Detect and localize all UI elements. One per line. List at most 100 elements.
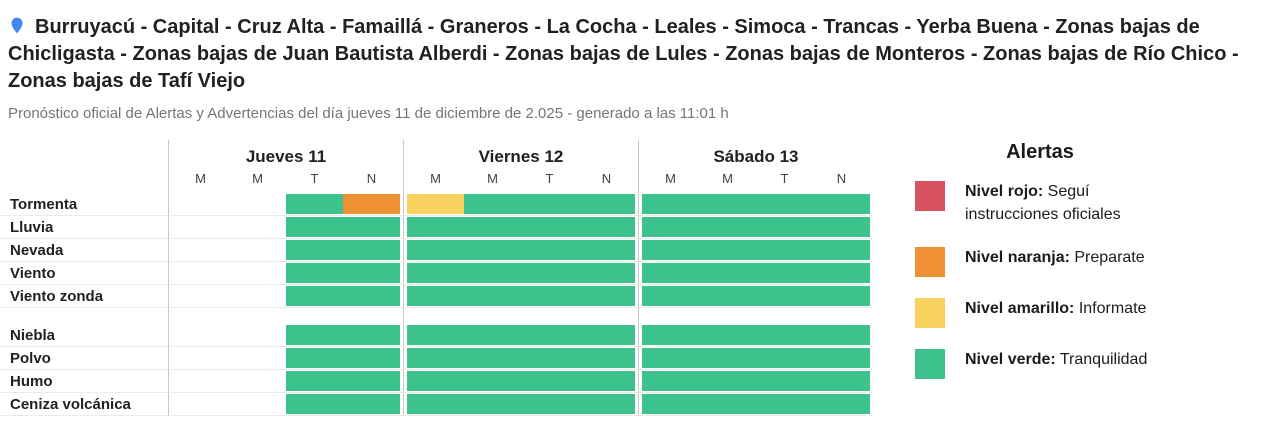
day-cells [403,262,638,285]
cell-verde [578,286,635,306]
row-label: Ceniza volcánica [0,393,168,416]
cell-empty [172,371,229,391]
legend-item-desc: Seguí instrucciones oficiales [965,183,1121,223]
cell-verde [756,371,813,391]
day-cells [638,262,873,285]
table-row: Polvo [0,347,873,370]
slot-label: T [310,171,319,186]
cell-empty [229,371,286,391]
cell-empty [172,240,229,260]
cell-verde [286,217,343,237]
cell-verde [343,263,400,283]
spacer-day [638,308,873,324]
day-cells [638,239,873,262]
cell-verde [813,348,870,368]
cell-verde [642,286,699,306]
cell-verde [521,263,578,283]
cell-verde [813,217,870,237]
alerts-legend: Alertas Nivel rojo: Seguí instrucciones … [915,140,1185,399]
legend-item-label: Nivel naranja: [965,249,1070,266]
day-cells [638,393,873,416]
cell-verde [642,348,699,368]
cell-verde [642,263,699,283]
cell-verde [578,217,635,237]
cell-empty [172,325,229,345]
cell-verde [578,325,635,345]
cell-verde [521,286,578,306]
day-cells [403,285,638,308]
cell-verde [343,217,400,237]
spacer-day [168,308,403,324]
cell-verde [813,394,870,414]
cell-verde [407,394,464,414]
cell-verde [578,240,635,260]
row-label: Nevada [0,239,168,262]
cell-verde [699,394,756,414]
cell-verde [756,348,813,368]
grid-corner [0,140,168,193]
day-cells [403,393,638,416]
row-label: Niebla [0,324,168,347]
cell-verde [756,325,813,345]
cell-empty [172,194,229,214]
cell-verde [813,325,870,345]
cell-verde [343,325,400,345]
cell-verde [464,394,521,414]
table-row: Humo [0,370,873,393]
row-label: Viento zonda [0,285,168,308]
day-cells [168,193,403,216]
table-row: Viento zonda [0,285,873,308]
cell-naranja [343,194,400,214]
cell-verde [464,286,521,306]
day-cells [168,285,403,308]
cell-empty [172,263,229,283]
cell-verde [343,371,400,391]
cell-empty [172,286,229,306]
row-label: Humo [0,370,168,393]
legend-item: Nivel verde: Tranquilidad [915,348,1185,379]
cell-verde [407,263,464,283]
cell-verde [642,394,699,414]
legend-item: Nivel naranja: Preparate [915,246,1185,277]
day-cells [638,216,873,239]
day-title: Sábado 13 [713,147,799,166]
cell-verde [642,371,699,391]
cell-empty [229,217,286,237]
cell-verde [286,240,343,260]
row-label: Lluvia [0,216,168,239]
cell-verde [343,394,400,414]
cell-verde [813,286,870,306]
cell-verde [699,286,756,306]
slot-label: M [430,171,441,186]
row-label: Tormenta [0,193,168,216]
legend-item-desc: Informate [1074,300,1147,317]
day-cells [638,324,873,347]
cell-verde [464,325,521,345]
cell-verde [343,348,400,368]
legend-item-desc: Preparate [1069,249,1145,266]
day-cells [403,324,638,347]
day-cells [168,324,403,347]
cell-verde [464,240,521,260]
cell-verde [286,394,343,414]
cell-verde [642,194,699,214]
day-cells [638,285,873,308]
cell-verde [464,348,521,368]
cell-verde [642,217,699,237]
cell-verde [521,371,578,391]
legend-item-label: Nivel verde: [965,351,1056,368]
cell-empty [229,394,286,414]
cell-empty [229,194,286,214]
day-cells [403,216,638,239]
cell-verde [756,286,813,306]
slot-label: M [487,171,498,186]
forecast-grid: Jueves 11 M M T N Viernes 12 M M T N Sábado 13 M M T N… [0,140,873,416]
slot-label: T [780,171,789,186]
cell-verde [286,194,343,214]
cell-verde [464,263,521,283]
cell-verde [813,263,870,283]
cell-verde [407,325,464,345]
day-header: Viernes 12 M M T N [403,140,638,193]
cell-empty [229,286,286,306]
